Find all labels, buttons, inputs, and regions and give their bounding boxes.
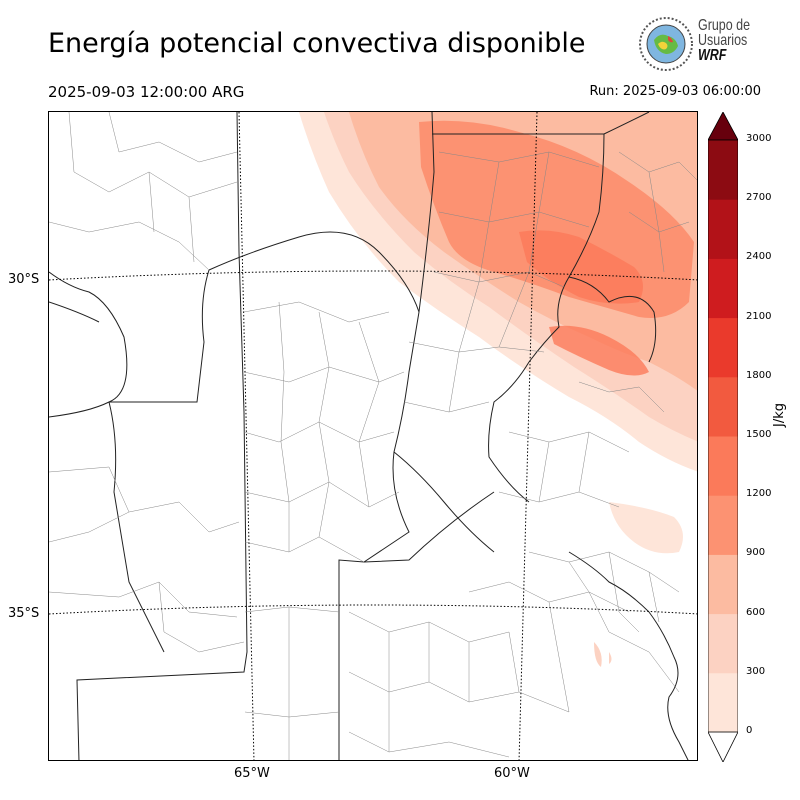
colorbar-tick-label: 300 (746, 665, 766, 677)
colorbar-segment (708, 258, 738, 319)
lon-label-60w: 60°W (494, 766, 530, 781)
colorbar-under-arrow (708, 731, 738, 762)
colorbar-tick-label: 1200 (746, 488, 772, 500)
colorbar-tick-label: 1500 (746, 429, 772, 440)
colorbar-tick-label: 0 (746, 725, 753, 736)
chart-title: Energía potencial convectiva disponible (48, 28, 586, 59)
colorbar-tick-label: 1800 (746, 369, 772, 381)
colorbar-tick-label: 2100 (746, 310, 772, 322)
province-borders (49, 112, 657, 760)
colorbar-segment (708, 672, 738, 733)
colorbar-segment (708, 376, 738, 437)
lat-label-30s: 30°S (8, 272, 40, 287)
graticule (49, 112, 697, 760)
colorbar-tick-label: 900 (746, 547, 766, 559)
globe-icon (639, 17, 693, 71)
logo-line2: Usuarios (698, 32, 748, 49)
colorbar-segment (708, 613, 738, 674)
colorbar-tick-label: 2400 (746, 251, 772, 263)
colorbar-tick-label: 3000 (746, 133, 772, 144)
lon-label-65w: 65°W (234, 766, 270, 781)
colorbar-segment (708, 317, 738, 378)
colorbar-tick-label: 2700 (746, 192, 772, 204)
cape-level-1200-1500-b (549, 325, 649, 376)
map-panel (48, 111, 698, 761)
cape-patch-south (594, 642, 612, 667)
coastline (568, 551, 689, 760)
valid-time: 2025-09-03 12:00:00 ARG (48, 83, 245, 101)
cape-patch-se (609, 502, 683, 554)
colorbar-over-arrow (708, 112, 738, 141)
colorbar-segment (708, 495, 738, 555)
colorbar (708, 112, 738, 762)
lat-label-35s: 35°S (8, 606, 40, 621)
cape-map (49, 112, 697, 760)
logo-line1: Grupo de (698, 17, 751, 34)
grupo-wrf-logo: Grupo de Usuarios WRF (638, 16, 768, 74)
colorbar-frame (708, 139, 738, 733)
logo-line3: WRF (698, 47, 727, 64)
colorbar-segment (708, 140, 738, 200)
colorbar-unit: J/kg (772, 403, 787, 427)
colorbar-segment (708, 436, 738, 496)
run-time: Run: 2025-09-03 06:00:00 (589, 84, 761, 99)
colorbar-segment (708, 554, 738, 615)
colorbar-tick-label: 600 (746, 606, 766, 618)
cape-level-1200-1500 (519, 230, 643, 304)
colorbar-segment (708, 199, 738, 259)
department-borders (49, 112, 697, 760)
